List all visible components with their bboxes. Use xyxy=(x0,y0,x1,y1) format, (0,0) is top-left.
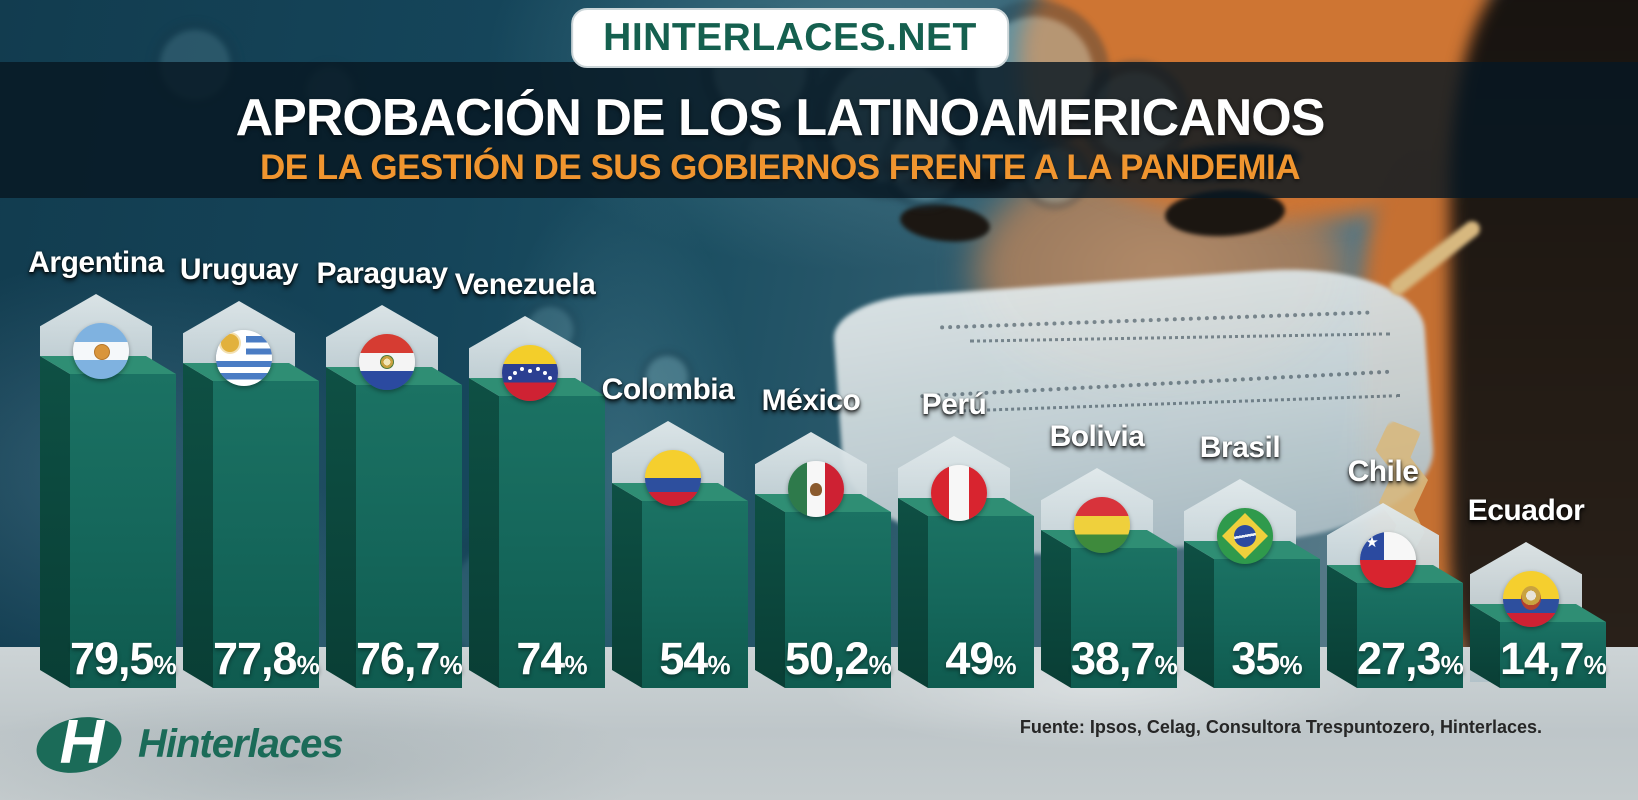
value-unit: % xyxy=(1583,650,1607,680)
face-front-chile xyxy=(1357,583,1463,688)
bar-paraguay xyxy=(326,367,462,688)
face-left-venezuela xyxy=(469,378,499,688)
value-unit: % xyxy=(439,650,463,680)
chile-flag-icon xyxy=(1360,532,1416,588)
paraguay-flag-icon xyxy=(359,334,415,390)
face-front-peru xyxy=(928,516,1034,688)
colombia-flag-icon xyxy=(645,450,701,506)
face-front-brasil xyxy=(1214,559,1320,688)
value-number: 27,3 xyxy=(1357,633,1442,684)
bar-uruguay xyxy=(183,363,319,688)
uruguay-flag-icon xyxy=(216,330,272,386)
page-title: APROBACIÓN DE LOS LATINOAMERICANOS xyxy=(235,89,1326,147)
title-band xyxy=(0,62,1638,198)
face-left-paraguay xyxy=(326,367,356,688)
bar-venezuela xyxy=(469,378,605,688)
value-label-argentina: 79,5% xyxy=(70,633,177,684)
country-label-chile: Chile xyxy=(1347,455,1419,488)
country-label-argentina: Argentina xyxy=(28,246,164,279)
value-number: 74 xyxy=(516,633,565,684)
bolivia-flag-icon xyxy=(1074,497,1130,553)
value-number: 76,7 xyxy=(356,633,441,684)
value-number: 49 xyxy=(945,633,994,684)
country-label-ecuador: Ecuador xyxy=(1467,494,1585,527)
face-left-bolivia xyxy=(1041,530,1071,688)
value-label-chile: 27,3% xyxy=(1357,633,1464,684)
value-number: 14,7 xyxy=(1500,633,1585,684)
face-front-mexico xyxy=(785,512,891,688)
value-unit: % xyxy=(1279,650,1303,680)
brasil-flag-icon xyxy=(1217,508,1273,564)
face-front-paraguay xyxy=(356,385,462,688)
bar-chile xyxy=(1327,565,1463,688)
value-unit: % xyxy=(296,650,320,680)
face-left-peru xyxy=(898,498,928,688)
face-front-venezuela xyxy=(499,396,605,688)
country-label-brasil: Brasil xyxy=(1199,431,1281,464)
country-label-peru: Perú xyxy=(921,388,987,421)
country-label-bolivia: Bolivia xyxy=(1049,420,1145,453)
value-unit: % xyxy=(564,650,588,680)
bar-colombia xyxy=(612,483,748,688)
value-unit: % xyxy=(993,650,1017,680)
face-left-uruguay xyxy=(183,363,213,688)
value-label-colombia: 54% xyxy=(642,636,748,681)
face-front-argentina xyxy=(70,374,176,688)
value-unit: % xyxy=(1154,650,1178,680)
page-subtitle: DE LA GESTIÓN DE SUS GOBIERNOS FRENTE A … xyxy=(259,148,1301,187)
country-label-uruguay: Uruguay xyxy=(179,253,299,286)
face-front-colombia xyxy=(642,501,748,688)
face-left-mexico xyxy=(755,494,785,688)
value-unit: % xyxy=(153,650,177,680)
face-left-argentina xyxy=(40,356,70,688)
peru-flag-icon xyxy=(931,465,987,521)
hinterlaces-logo: H Hinterlaces xyxy=(31,708,514,781)
face-front-uruguay xyxy=(213,381,319,688)
venezuela-flag-icon xyxy=(502,345,558,401)
value-label-brasil: 35% xyxy=(1214,636,1320,681)
face-left-brasil xyxy=(1184,541,1214,688)
country-label-colombia: Colombia xyxy=(601,373,735,406)
logo-h-glyph: H xyxy=(59,708,105,777)
value-number: 54 xyxy=(659,633,708,684)
source-note: Fuente: Ipsos, Celag, Consultora Trespun… xyxy=(1019,717,1542,737)
face-front-ecuador xyxy=(1500,622,1606,688)
logo-wordmark: Hinterlaces xyxy=(138,722,344,766)
hinterlaces-logo-icon: H xyxy=(31,708,127,781)
value-label-venezuela: 74% xyxy=(499,636,605,681)
value-label-mexico: 50,2% xyxy=(785,633,892,684)
value-number: 35 xyxy=(1231,633,1280,684)
value-label-peru: 49% xyxy=(928,636,1034,681)
bar-bolivia xyxy=(1041,530,1177,688)
value-number: 50,2 xyxy=(785,633,870,684)
value-unit: % xyxy=(1440,650,1464,680)
value-label-ecuador: 14,7% xyxy=(1500,633,1607,684)
value-number: 38,7 xyxy=(1071,633,1156,684)
site-badge: HINTERLACES.NET xyxy=(571,8,1009,68)
country-label-venezuela: Venezuela xyxy=(454,268,596,301)
bar-peru xyxy=(898,498,1034,688)
mexico-flag-icon xyxy=(788,461,844,517)
value-unit: % xyxy=(707,650,731,680)
face-left-chile xyxy=(1327,565,1357,688)
face-left-colombia xyxy=(612,483,642,688)
value-number: 79,5 xyxy=(70,633,155,684)
value-label-uruguay: 77,8% xyxy=(213,633,320,684)
value-label-bolivia: 38,7% xyxy=(1071,633,1178,684)
country-label-mexico: México xyxy=(761,384,861,417)
site-badge-label: HINTERLACES.NET xyxy=(603,16,977,59)
country-label-paraguay: Paraguay xyxy=(316,257,448,290)
face-front-bolivia xyxy=(1071,548,1177,688)
argentina-flag-icon xyxy=(73,323,129,379)
value-label-paraguay: 76,7% xyxy=(356,633,463,684)
virus-blob-shape xyxy=(640,350,694,404)
value-unit: % xyxy=(868,650,892,680)
ecuador-flag-icon xyxy=(1503,571,1559,627)
value-number: 77,8 xyxy=(213,633,298,684)
